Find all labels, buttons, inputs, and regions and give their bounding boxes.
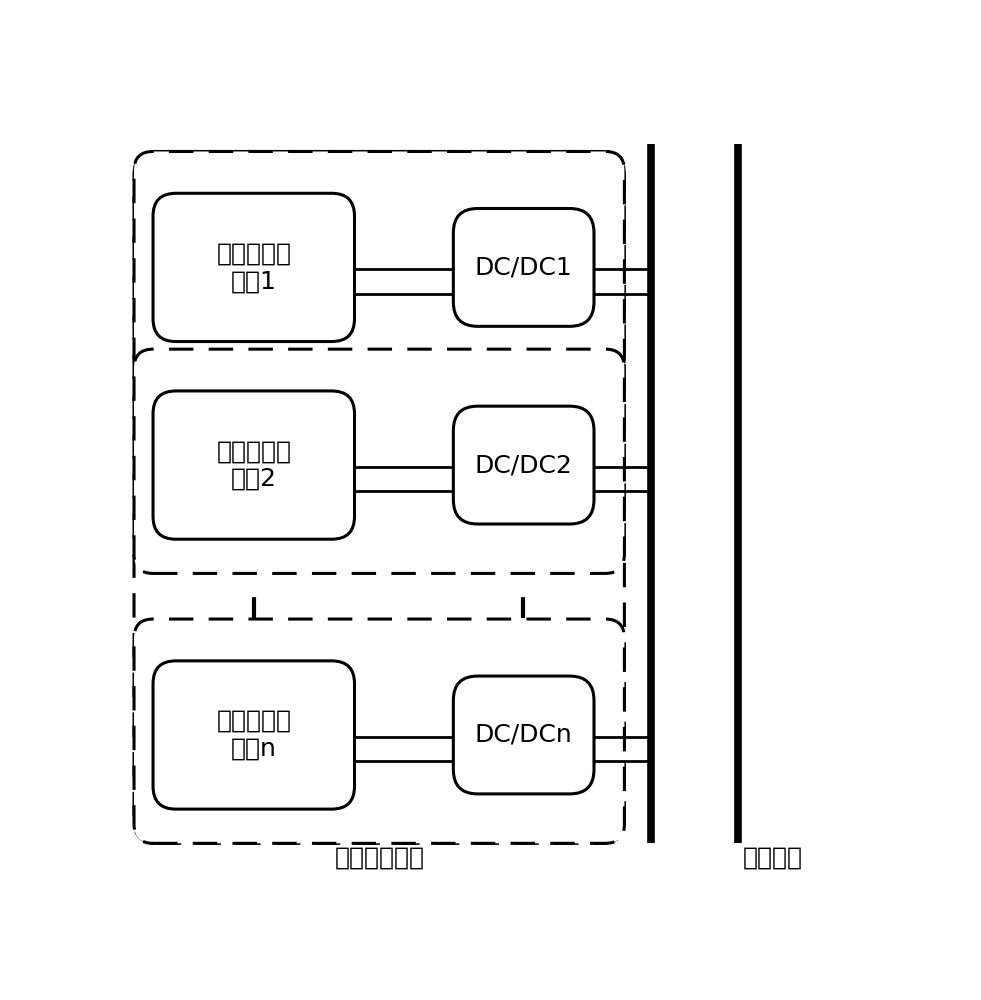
FancyBboxPatch shape [134, 151, 625, 843]
FancyBboxPatch shape [453, 406, 594, 524]
FancyBboxPatch shape [134, 151, 625, 376]
FancyBboxPatch shape [153, 661, 354, 809]
FancyBboxPatch shape [134, 619, 625, 843]
Text: DC/DC1: DC/DC1 [475, 255, 573, 279]
FancyBboxPatch shape [153, 391, 354, 539]
Text: 锂电池储能
模块n: 锂电池储能 模块n [216, 709, 291, 761]
Text: DC/DC2: DC/DC2 [475, 453, 573, 477]
Text: 锂电池储能
模块1: 锂电池储能 模块1 [216, 242, 291, 293]
Text: DC/DCn: DC/DCn [475, 723, 573, 747]
FancyBboxPatch shape [453, 208, 594, 326]
FancyBboxPatch shape [134, 349, 625, 573]
Text: 直流储能模块: 直流储能模块 [335, 846, 425, 870]
FancyBboxPatch shape [153, 193, 354, 342]
FancyBboxPatch shape [453, 676, 594, 794]
Text: 直流电网: 直流电网 [743, 846, 802, 870]
Text: 锂电池储能
模块2: 锂电池储能 模块2 [216, 439, 291, 491]
